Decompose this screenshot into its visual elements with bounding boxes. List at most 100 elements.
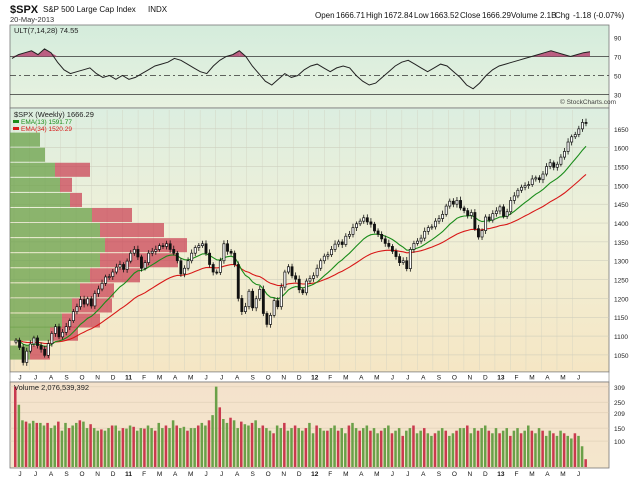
volume-bar (562, 433, 566, 467)
candle-body (559, 156, 563, 165)
volume-bar (96, 430, 100, 467)
volume-bar (566, 435, 570, 467)
month-tick-label: M (157, 471, 162, 478)
candle-body (21, 347, 25, 363)
volume-by-price-up (10, 326, 50, 341)
volume-bar (527, 425, 530, 467)
volume-bar (200, 422, 204, 467)
volume-bar (272, 433, 275, 467)
volume-bar (42, 425, 46, 467)
month-tick-label: D (297, 471, 302, 478)
candle-body (319, 260, 323, 269)
month-tick-label: A (235, 375, 240, 382)
candle-body (401, 260, 405, 263)
volume-bar (577, 435, 580, 467)
candle-body (301, 289, 305, 294)
month-tick-label: M (374, 471, 379, 478)
volume-bar (286, 430, 290, 467)
candle-body (340, 241, 344, 245)
month-tick-label: O (266, 375, 271, 382)
month-tick-label: N (281, 471, 286, 478)
candle-body (197, 245, 201, 248)
candle-body (154, 249, 158, 252)
month-tick-label: A (421, 471, 426, 478)
candle-body (269, 315, 272, 325)
open-value: 1666.71 (336, 11, 365, 20)
price-tick-label: 1250 (614, 278, 629, 285)
month-tick-label: 13 (497, 375, 505, 382)
volume-bar (462, 428, 465, 467)
candle-body (132, 249, 136, 254)
volume-bar (311, 433, 315, 467)
volume-bar (347, 425, 351, 467)
candle-body (82, 299, 86, 305)
month-tick-label: N (468, 471, 473, 478)
volume-bar (534, 433, 537, 467)
volume-bar (530, 430, 534, 467)
volume-bar (132, 426, 135, 467)
volume-bar (466, 425, 469, 467)
price-tick-label: 1450 (614, 202, 629, 209)
candle-body (387, 243, 391, 247)
candle-body (505, 211, 509, 217)
volume-bar (261, 425, 265, 467)
candle-body (369, 221, 373, 225)
volume-bar (422, 428, 426, 467)
volume-bar (189, 428, 193, 467)
volume-bar (440, 428, 444, 467)
month-tick-label: D (111, 471, 116, 478)
volume-bar (426, 433, 430, 467)
candle-body (462, 207, 466, 211)
volume-bar (544, 435, 548, 467)
volume-tick-label: 250 (614, 400, 625, 407)
price-tick-label: 1350 (614, 240, 629, 247)
low-value: 1663.52 (430, 11, 459, 20)
candle-body (247, 290, 251, 308)
candle-body (330, 249, 333, 256)
volume-bar (308, 422, 311, 467)
volume-bar (390, 433, 394, 467)
volume-bar (358, 430, 361, 467)
volume-bar (573, 433, 577, 467)
candle-body (233, 252, 237, 265)
candle-body (50, 333, 54, 344)
volume-bar (143, 428, 146, 467)
month-tick-label: 12 (311, 471, 319, 478)
volume-bar (146, 425, 150, 467)
ema13-legend: EMA(13) 1591.77 (21, 119, 72, 126)
candle-body (315, 267, 319, 277)
volume-bar (257, 428, 261, 467)
volume-bar (494, 428, 498, 467)
volume-bar (473, 428, 476, 467)
candle-body (362, 217, 366, 222)
volume-bar (82, 421, 85, 467)
month-tick-label: D (483, 375, 488, 382)
candle-body (200, 243, 204, 247)
candle-body (226, 243, 229, 252)
volume-by-price-up (10, 313, 62, 328)
candle-body (577, 128, 581, 135)
candle-body (114, 266, 118, 273)
candle-body (398, 256, 402, 263)
volume-bar (164, 425, 168, 467)
candle-body (64, 326, 68, 333)
ult-label: ULT(7,14,28) 74.55 (14, 26, 78, 35)
candle-body (125, 260, 129, 270)
close-label: Close (460, 11, 481, 20)
candle-body (548, 162, 552, 167)
candle-body (455, 200, 459, 205)
candle-body (165, 243, 168, 247)
price-tick-label: 1300 (614, 259, 629, 266)
volume-bar (157, 422, 161, 467)
month-tick-label: 11 (125, 471, 132, 478)
volume-bar (580, 446, 584, 467)
volume-bar (487, 430, 491, 467)
candle-body (477, 228, 480, 238)
candle-body (32, 337, 36, 345)
candle-body (79, 299, 82, 308)
month-tick-label: M (188, 471, 193, 478)
candle-body (157, 245, 161, 250)
month-tick-label: M (343, 375, 348, 382)
month-tick-label: O (452, 471, 457, 478)
